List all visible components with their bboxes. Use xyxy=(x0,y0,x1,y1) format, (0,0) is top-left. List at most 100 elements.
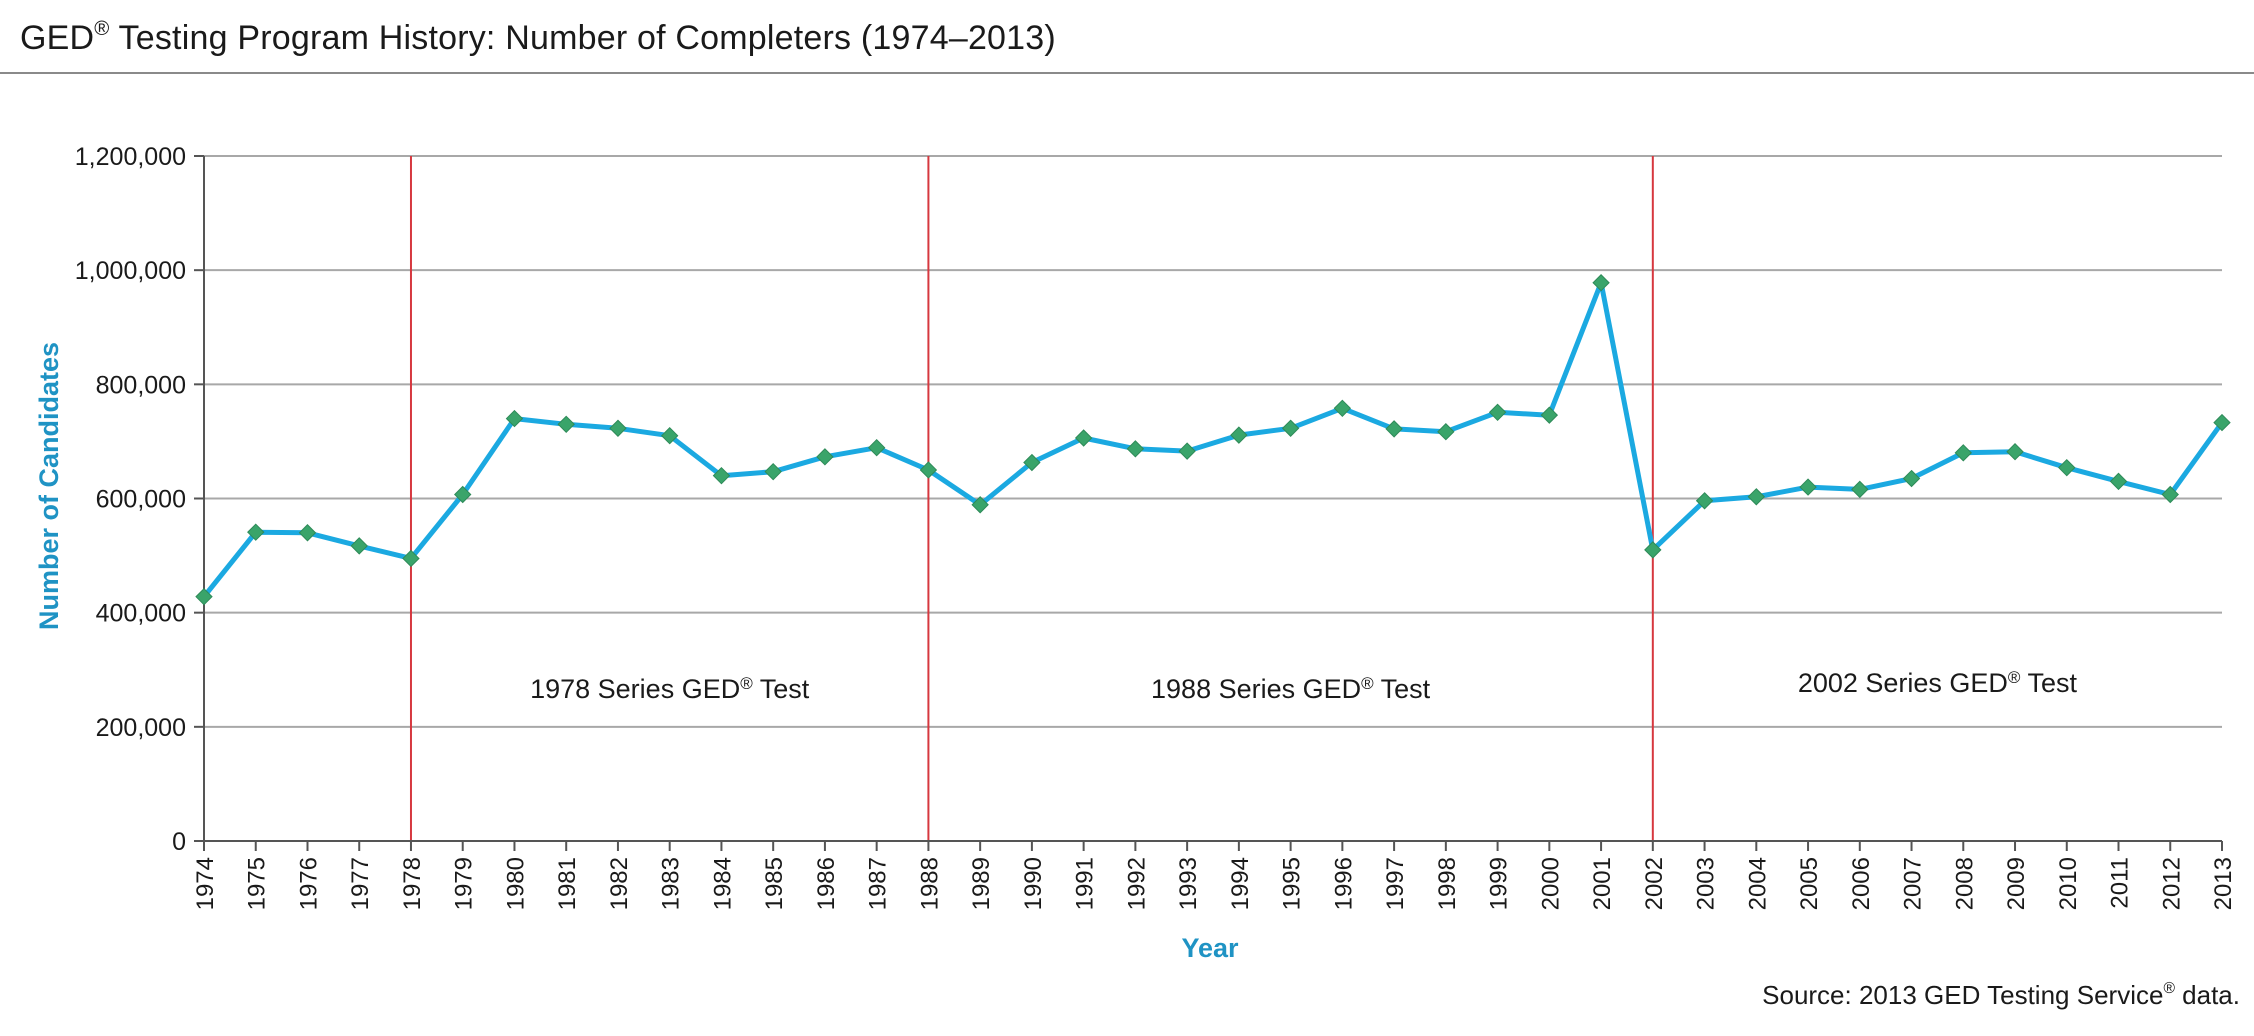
x-tick-label: 1976 xyxy=(295,857,322,910)
y-tick-label: 1,200,000 xyxy=(75,143,186,171)
annotation-series-1978: 1978 Series GED® Test xyxy=(530,674,810,705)
x-tick-label: 1983 xyxy=(658,857,685,910)
data-point-1980 xyxy=(505,409,524,428)
x-tick-label: 2008 xyxy=(1951,857,1978,910)
x-tick-label: 2007 xyxy=(1900,857,1927,910)
source-registered-mark: ® xyxy=(2163,979,2175,997)
x-tick-label: 1974 xyxy=(192,857,219,910)
data-point-1983 xyxy=(660,427,679,445)
source-note-text: Source: 2013 GED Testing Service xyxy=(1762,980,2164,1010)
data-point-1985 xyxy=(764,462,782,481)
data-point-1993 xyxy=(1178,442,1196,460)
x-tick-label: 1978 xyxy=(399,857,426,910)
series-dividers xyxy=(409,156,1654,841)
data-point-1986 xyxy=(816,448,834,466)
x-tick-label: 2001 xyxy=(1589,857,1616,910)
data-point-2011 xyxy=(2109,472,2128,491)
x-tick-label: 1990 xyxy=(1020,857,1047,910)
y-tick-label: 800,000 xyxy=(96,371,186,399)
x-tick-label: 1986 xyxy=(813,857,840,910)
x-tick-label: 2011 xyxy=(2107,857,2134,909)
line-chart: 1978 Series GED® Test 1988 Series GED® Te… xyxy=(34,143,2237,963)
y-tick-label: 200,000 xyxy=(96,714,186,742)
x-tick-label: 2000 xyxy=(1537,857,1564,910)
x-tick-label: 1984 xyxy=(709,857,736,910)
data-point-2008 xyxy=(1954,444,1972,462)
annotation-text-end: Test xyxy=(753,674,810,704)
data-point-1982 xyxy=(609,419,627,437)
x-tick-label: 1985 xyxy=(761,857,788,910)
data-point-2004 xyxy=(1747,488,1766,506)
data-series xyxy=(201,280,2225,600)
source-note-text-end: data. xyxy=(2174,980,2240,1010)
x-tick-label: 1993 xyxy=(1175,857,1202,910)
title-bar: GED® Testing Program History: Number of … xyxy=(0,0,2254,74)
chart-title-registered-mark: ® xyxy=(94,17,110,40)
data-point-1975 xyxy=(247,523,265,541)
data-point-2001 xyxy=(1592,274,1610,292)
x-tick-label: 2010 xyxy=(2055,857,2082,910)
y-tick-label: 1,000,000 xyxy=(75,257,186,285)
data-point-1978 xyxy=(402,549,420,568)
y-tick-label: 600,000 xyxy=(96,486,186,514)
data-point-2000 xyxy=(1540,406,1559,424)
x-tick-label: 2013 xyxy=(2210,857,2237,910)
data-point-2010 xyxy=(2058,458,2076,477)
data-point-1979 xyxy=(454,485,472,504)
gridlines xyxy=(204,155,2222,728)
data-point-1984 xyxy=(712,466,731,485)
chart-title-text-rest: Testing Program History: Number of Compl… xyxy=(109,19,1056,57)
series-line-completers xyxy=(201,280,2225,600)
data-point-1981 xyxy=(557,415,575,433)
data-point-2013 xyxy=(2213,413,2231,432)
x-tick-label: 1991 xyxy=(1072,857,1099,910)
source-note: Source: 2013 GED Testing Service® data. xyxy=(1762,980,2240,1010)
data-point-2007 xyxy=(1902,469,1921,488)
annotation-registered-mark: ® xyxy=(1361,674,1374,693)
x-tick-label: 1989 xyxy=(968,857,995,910)
data-point-1998 xyxy=(1437,423,1455,441)
data-point-1994 xyxy=(1230,426,1248,444)
data-point-2009 xyxy=(2006,442,2024,461)
x-tick-label: 1982 xyxy=(606,857,633,910)
x-tick-label: 1979 xyxy=(451,857,478,910)
y-tick-label: 0 xyxy=(172,828,186,856)
data-point-1977 xyxy=(350,537,368,555)
x-tick-label: 2005 xyxy=(1796,857,1823,910)
x-tick-label: 1977 xyxy=(347,857,374,910)
annotation-text: 1978 Series GED xyxy=(530,674,740,704)
data-point-1996 xyxy=(1333,399,1352,418)
annotation-text: 1988 Series GED xyxy=(1151,674,1361,704)
series-annotations: 1978 Series GED® Test 1988 Series GED® Te… xyxy=(530,668,2077,705)
y-tick-label: 400,000 xyxy=(96,600,186,628)
x-tick-label: 1980 xyxy=(502,857,529,910)
data-point-1991 xyxy=(1074,429,1093,447)
data-point-1997 xyxy=(1385,420,1403,438)
data-point-2002 xyxy=(1644,541,1662,559)
x-tick-label: 2012 xyxy=(2158,857,2185,910)
x-tick-label: 1998 xyxy=(1434,857,1461,910)
x-tick-label: 1975 xyxy=(244,857,271,910)
x-axis-title: Year xyxy=(1181,933,1239,963)
x-tick-label: 1995 xyxy=(1279,857,1306,910)
data-point-1988 xyxy=(919,461,938,479)
x-tick-label: 1988 xyxy=(916,857,943,910)
x-tick-label: 2003 xyxy=(1693,857,1720,910)
data-point-2003 xyxy=(1695,492,1714,510)
data-point-2005 xyxy=(1799,478,1817,496)
x-tick-label: 1987 xyxy=(865,857,892,910)
x-tick-label: 2002 xyxy=(1641,857,1668,910)
x-tick-label: 1992 xyxy=(1123,857,1150,910)
data-markers xyxy=(195,274,2231,606)
chart-title: GED® Testing Program History: Number of … xyxy=(20,18,1056,58)
x-tick-label: 1994 xyxy=(1227,857,1254,910)
data-point-2006 xyxy=(1851,480,1869,499)
annotation-text: 2002 Series GED xyxy=(1798,668,2008,698)
data-point-1989 xyxy=(971,496,989,514)
x-tick-label: 2006 xyxy=(1848,857,1875,910)
data-point-1987 xyxy=(867,438,886,457)
annotation-registered-mark: ® xyxy=(740,674,753,693)
x-tick-label: 1996 xyxy=(1330,857,1357,910)
data-point-2012 xyxy=(2161,485,2179,504)
data-point-1974 xyxy=(195,587,213,606)
